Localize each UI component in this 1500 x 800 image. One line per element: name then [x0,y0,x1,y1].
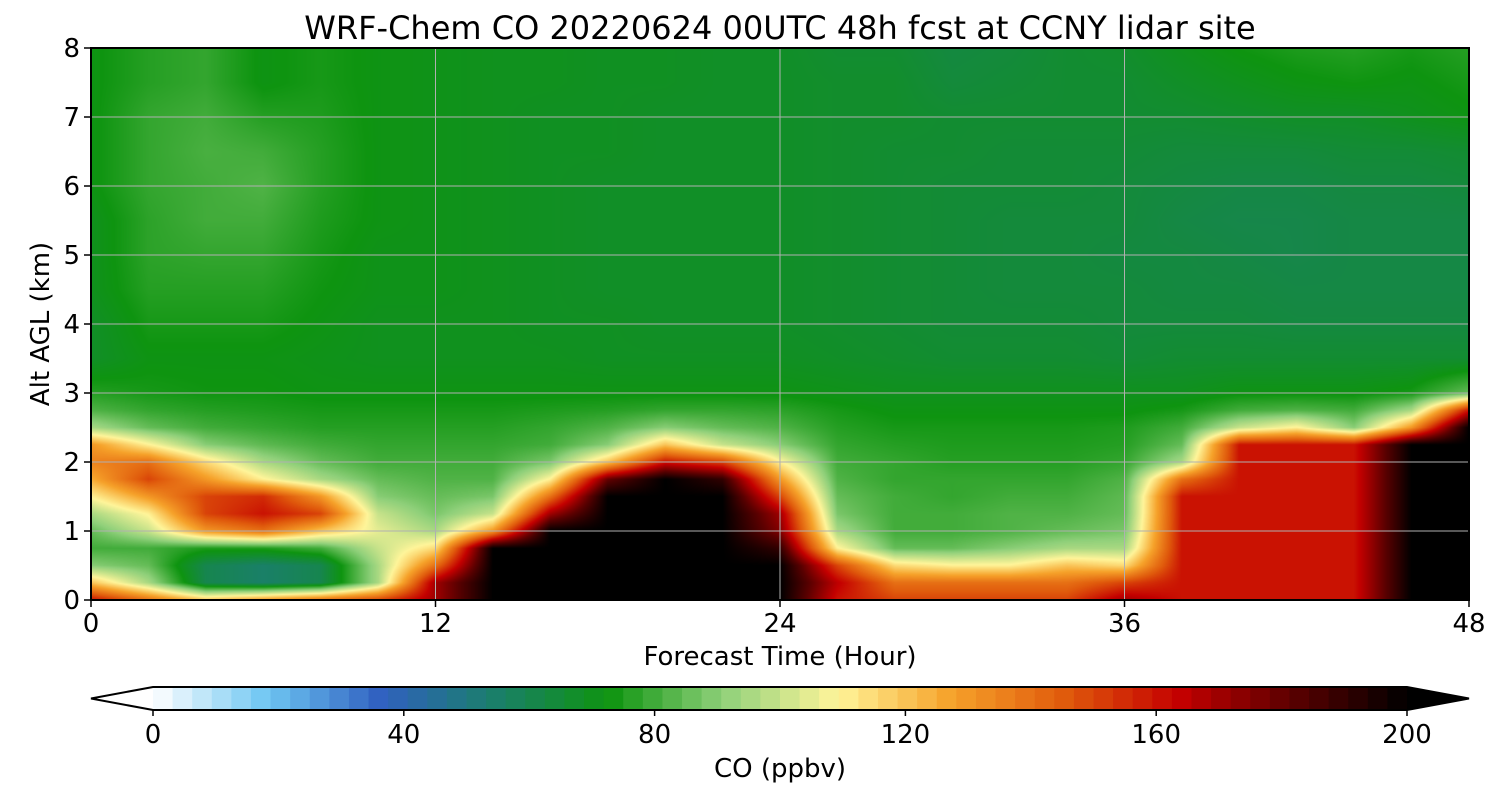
colorbar-segment [192,687,213,710]
colorbar-segment [564,687,585,710]
colorbar-segment [819,687,840,710]
x-tick-label: 48 [1452,609,1485,639]
colorbar-segment [1348,687,1369,710]
colorbar-segment [1211,687,1232,710]
y-tick-label: 3 [63,379,80,409]
colorbar-segment [936,687,957,710]
colorbar-tick-label: 0 [145,720,162,750]
colorbar-tick-label: 200 [1382,720,1432,750]
colorbar-segment [486,687,507,710]
colorbar-segment [917,687,938,710]
colorbar-segment [329,687,350,710]
colorbar-segment [682,687,703,710]
colorbar-tick-label: 120 [881,720,931,750]
colorbar-segment [1113,687,1134,710]
colorbar-segment [897,687,918,710]
colorbar-segment [368,687,389,710]
y-tick-label: 8 [63,34,80,64]
colorbar-segment [662,687,683,710]
colorbar-segment [505,687,526,710]
colorbar-segment [1367,687,1389,710]
colorbar-segment [642,687,664,710]
colorbar-segment [1230,687,1251,710]
y-tick-label: 7 [63,103,80,133]
colorbar-segment [290,687,311,710]
colorbar-segment [603,687,624,710]
colorbar-segment [250,687,272,710]
colorbar-segment [1073,687,1095,710]
colorbar-segment [270,687,291,710]
x-axis-label: Forecast Time (Hour) [643,642,916,672]
colorbar-segment [1289,687,1310,710]
y-tick-label: 6 [63,172,80,202]
y-axis-label: Alt AGL (km) [26,242,56,406]
colorbar-segment [348,687,370,710]
colorbar-segment [858,687,879,710]
colorbar-segment [780,687,801,710]
y-tick-label: 5 [63,241,80,271]
colorbar-segment [701,687,722,710]
colorbar-segment [153,687,174,710]
colorbar-segment [721,687,742,710]
colorbar-segment [584,687,605,710]
colorbar-segment [1152,687,1173,710]
colorbar-segment [1309,687,1330,710]
colorbar-segment [1054,687,1075,710]
colorbar-segment [172,687,193,710]
colorbar-segment [466,687,487,710]
y-tick-label: 4 [63,310,80,340]
x-tick-label: 24 [763,609,796,639]
colorbar-segment [1387,687,1408,710]
colorbar-segment [956,687,977,710]
y-axis: 0 1 2 3 4 5 6 7 8 [63,34,91,616]
colorbar-segment [309,687,330,710]
colorbar-segment [799,687,820,710]
colorbar-extend-max [1407,687,1469,710]
colorbar-segment [740,687,762,710]
colorbar-segment [427,687,448,710]
colorbar-segment [231,687,252,710]
colorbar-segment [1034,687,1055,710]
colorbar-segment [525,687,546,710]
x-tick-label: 0 [83,609,100,639]
colorbar-segment [1015,687,1036,710]
chart-title: WRF-Chem CO 20220624 00UTC 48h fcst at C… [304,9,1255,47]
colorbar-segment [1093,687,1114,710]
colorbar-segment [1132,687,1153,710]
y-tick-label: 2 [63,448,80,478]
x-tick-label: 36 [1108,609,1141,639]
x-axis: 0 12 24 36 48 [83,600,1486,639]
colorbar-segment [211,687,232,710]
colorbar-segment [1328,687,1349,710]
colorbar-segment [1171,687,1193,710]
colorbar-segment [446,687,468,710]
colorbar-extend-min [91,687,153,710]
y-tick-label: 1 [63,517,80,547]
colorbar-tick-label: 160 [1131,720,1181,750]
colorbar-segment [1191,687,1212,710]
y-tick-label: 0 [63,586,80,616]
colorbar-segment [1250,687,1271,710]
colorbar-tick-label: 80 [638,720,671,750]
colorbar-segment [407,687,428,710]
colorbar-segment [1269,687,1291,710]
colorbar-tick-label: 40 [387,720,420,750]
colorbar-segment [877,687,899,710]
colorbar-segment [975,687,997,710]
colorbar-segment [623,687,644,710]
colorbar: 0 40 80 120 160 200 [90,686,1470,750]
colorbar-segment [760,687,781,710]
x-tick-label: 12 [419,609,452,639]
colorbar-segment [995,687,1016,710]
colorbar-segment [838,687,859,710]
colorbar-label: CO (ppbv) [714,754,846,784]
colorbar-segment [388,687,409,710]
colorbar-segment [544,687,566,710]
